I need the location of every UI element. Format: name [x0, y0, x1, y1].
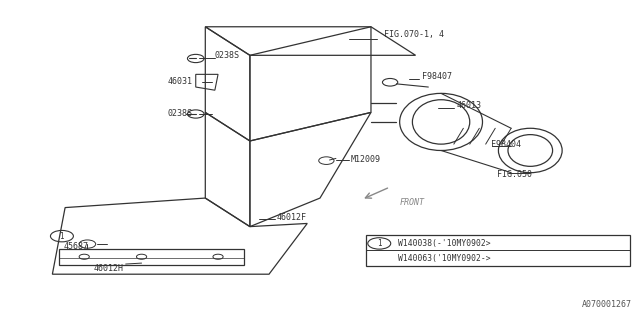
Text: FRONT: FRONT	[399, 198, 425, 207]
Text: FIG.050: FIG.050	[497, 170, 532, 179]
Text: A070001267: A070001267	[582, 300, 632, 309]
Text: 0238S: 0238S	[215, 52, 240, 60]
Text: 0238S: 0238S	[167, 108, 192, 117]
Text: F98407: F98407	[422, 72, 452, 81]
Text: 45687: 45687	[64, 242, 89, 251]
Text: W140063('10MY0902->: W140063('10MY0902->	[397, 254, 490, 263]
Text: F9B404: F9B404	[491, 140, 521, 149]
Text: 46013: 46013	[457, 101, 482, 110]
Text: 46012H: 46012H	[94, 264, 124, 273]
Text: 1: 1	[377, 239, 381, 248]
Text: 46012F: 46012F	[276, 213, 307, 222]
Text: M12009: M12009	[351, 155, 381, 164]
Text: W140038(-'10MY0902>: W140038(-'10MY0902>	[397, 239, 490, 248]
Text: 1: 1	[60, 232, 64, 241]
Text: 46031: 46031	[167, 77, 192, 86]
Text: FIG.070-1, 4: FIG.070-1, 4	[384, 30, 444, 39]
